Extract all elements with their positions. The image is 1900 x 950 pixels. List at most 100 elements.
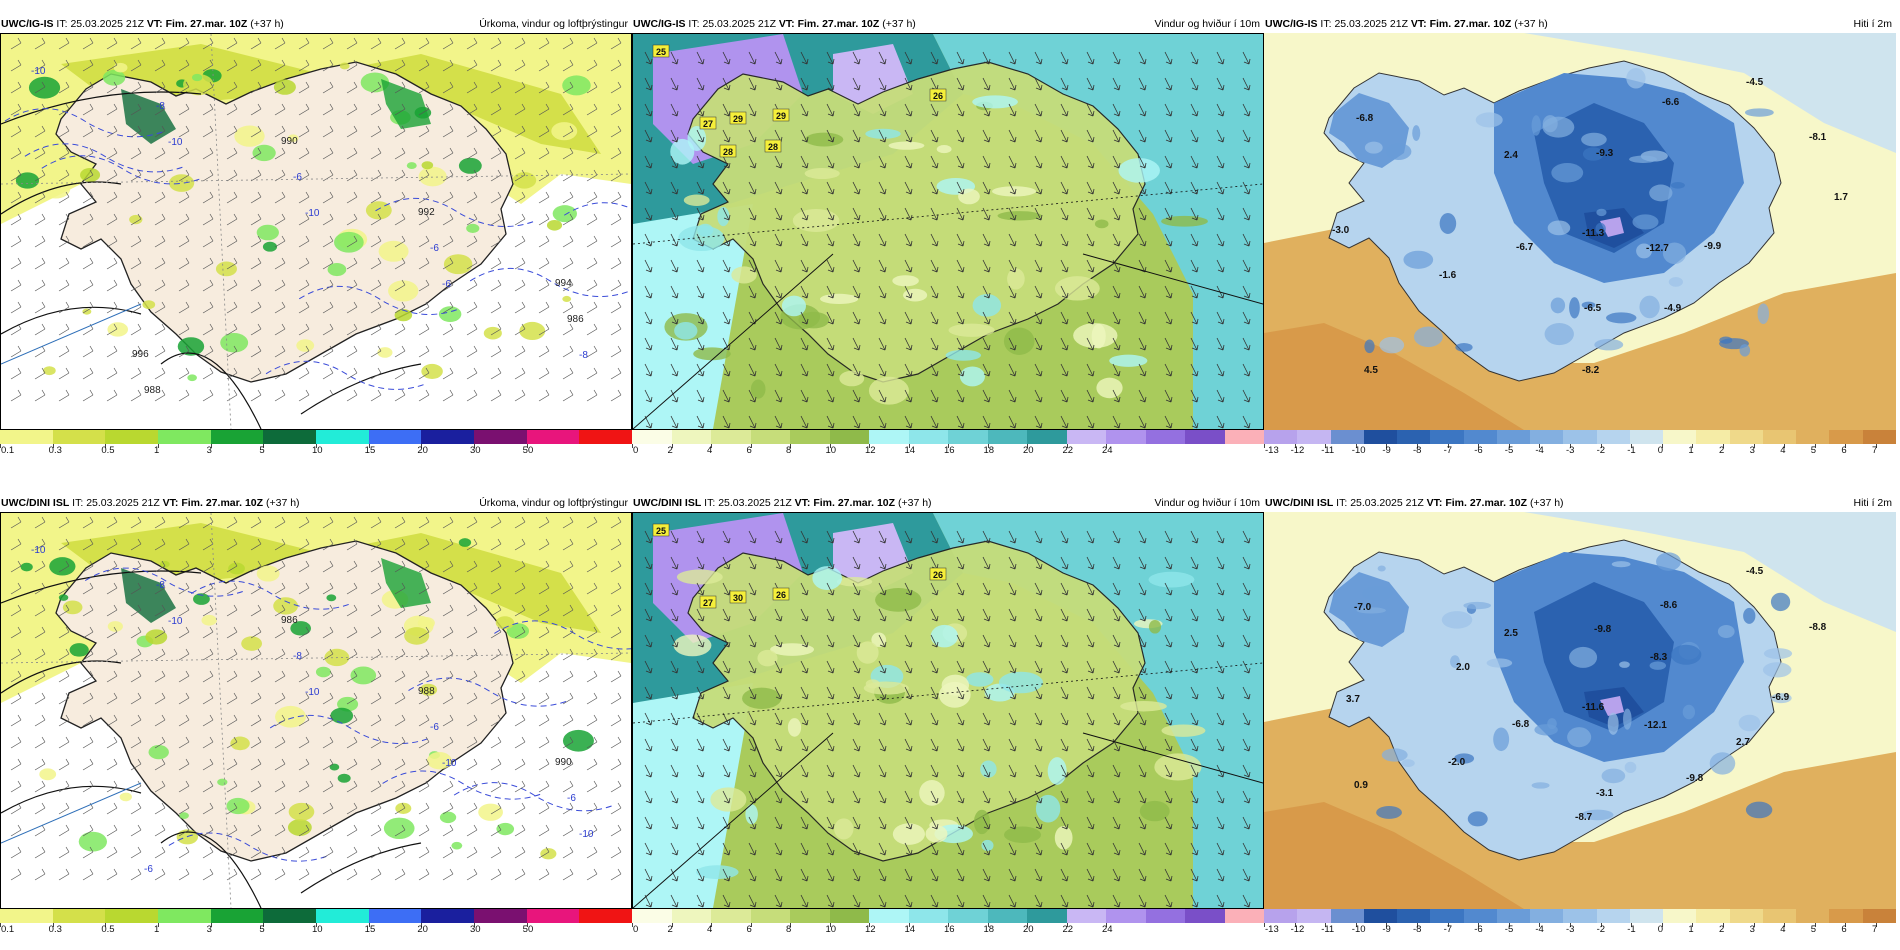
wind-barb [250,758,262,771]
contour-label: 996 [132,349,149,360]
wind-map[interactable]: 25 26 27 29 29 28 28 [632,33,1264,430]
wind-arrow [904,790,913,804]
wind-barb [250,560,262,573]
wind-barb [538,257,550,270]
wind-barb [130,191,142,204]
wind-arrow [878,842,887,856]
wind-arrow [800,311,809,325]
wind-barb [586,37,598,50]
wind-barb [10,125,22,138]
wind-arrow [670,608,679,622]
precip-cell [377,347,393,358]
temp-patch [1682,704,1696,720]
wind-barb [514,626,526,639]
contour-label: -6 [442,279,451,290]
temp-patch [1601,768,1626,784]
wind-barb [586,626,598,639]
wind-barb [394,169,406,182]
panel-wind-igis: UWC/IG-IS IT: 25.03.2025 21Z VT: Fim. 27… [632,15,1264,460]
wind-arrow [1086,51,1095,65]
wind-arrow [956,285,965,299]
precip-cell [383,817,415,840]
wind-barb [418,846,430,859]
wind-arrow [1242,660,1251,674]
precip-cell [288,802,315,821]
wind-barb [106,279,118,292]
wind-barb [154,235,166,248]
temperature-value: -9.9 [1704,241,1722,252]
wind-arrow [1008,337,1017,351]
wind-arrow [904,634,913,648]
wind-barb [610,301,622,314]
temperature-value: -1.6 [1439,270,1457,281]
wind-arrow [956,894,965,908]
heavy-precip-cell [121,89,176,144]
wind-barb [130,802,142,815]
wind-arrow [982,311,991,325]
wind-arrow [904,894,913,908]
colorbar-swatch [908,430,949,444]
colorbar-swatch [210,909,264,923]
wind-arrow [1216,207,1225,221]
isobar [300,842,422,894]
wind-arrow [1190,363,1199,377]
precip-map[interactable]: -10 -10 -10 -10 -10 -8 -8 -6 -6 -6 986 988 990 [0,512,632,909]
wind-arrow [1086,337,1095,351]
wind-barb [514,824,526,837]
wind-speed-patch [1139,800,1170,822]
wind-barb [202,560,214,573]
wind-arrow [878,389,887,403]
wind-arrow [800,712,809,726]
wind-arrow [774,712,783,726]
temperature-map[interactable]: -7.0 2.5 -9.8 -8.6 -4.5 -8.8 2.0 -8.3 3.7 -6.8 -11… [1264,512,1896,909]
wind-arrow [1164,233,1173,247]
wind-barb [514,758,526,771]
wind-arrow [1190,285,1199,299]
wind-barb [370,604,382,617]
wind-barb [298,758,310,771]
wind-barb [130,169,142,182]
wind-arrow [1216,530,1225,544]
wind-speed-patch [674,321,698,340]
wind-arrow [956,181,965,195]
region-boundary [1082,253,1263,305]
wind-arrow [1008,207,1017,221]
wind-arrow [722,77,731,91]
colorbar-tick-label: 10 [825,924,837,935]
colorbar-tick-mark [908,923,910,927]
wind-speed-patch [1054,276,1100,301]
wind-barb [34,367,46,380]
temp-patch [1547,718,1557,730]
wind-arrow [826,207,835,221]
precip-cell [215,261,237,277]
model-name: UWC/DINI ISL [1265,497,1334,509]
wind-barb [34,37,46,50]
colorbar-tick-label: 10 [312,445,323,456]
wind-barb [178,780,190,793]
colorbar-tick-label: 18 [983,924,995,935]
temperature-map[interactable]: -6.8 2.4 -9.3 -6.6 -4.5 -8.1 1.7 -3.0 -6.7 -11.3-… [1264,33,1896,430]
wind-arrow [774,894,783,908]
colorbar-tick-label: 4 [1780,445,1786,456]
wind-speed-patch [693,347,731,361]
wind-arrow [904,842,913,856]
wind-barb [130,367,142,380]
precip-cell [562,295,572,303]
wind-arrow [748,608,757,622]
colorbar-swatch [1629,909,1664,923]
wind-barb [106,538,118,551]
wind-arrow [1034,51,1043,65]
wind-barb [58,345,70,358]
wind-barb [130,846,142,859]
precip-map[interactable]: -10 -10 -10 -6 -8 -8 -6 -6 986 988 990 992 994 996 [0,33,632,430]
wind-barb [250,692,262,705]
wind-arrow [904,207,913,221]
wind-barb [346,868,358,881]
temp-patch [1547,220,1571,236]
wind-barb [466,169,478,182]
wind-barb [226,692,238,705]
colorbar-swatch [1596,430,1631,444]
wind-barb [562,81,574,94]
wind-map[interactable]: 25 26 27 30 26 [632,512,1264,909]
colorbar-tick-label: 0 [633,445,639,456]
